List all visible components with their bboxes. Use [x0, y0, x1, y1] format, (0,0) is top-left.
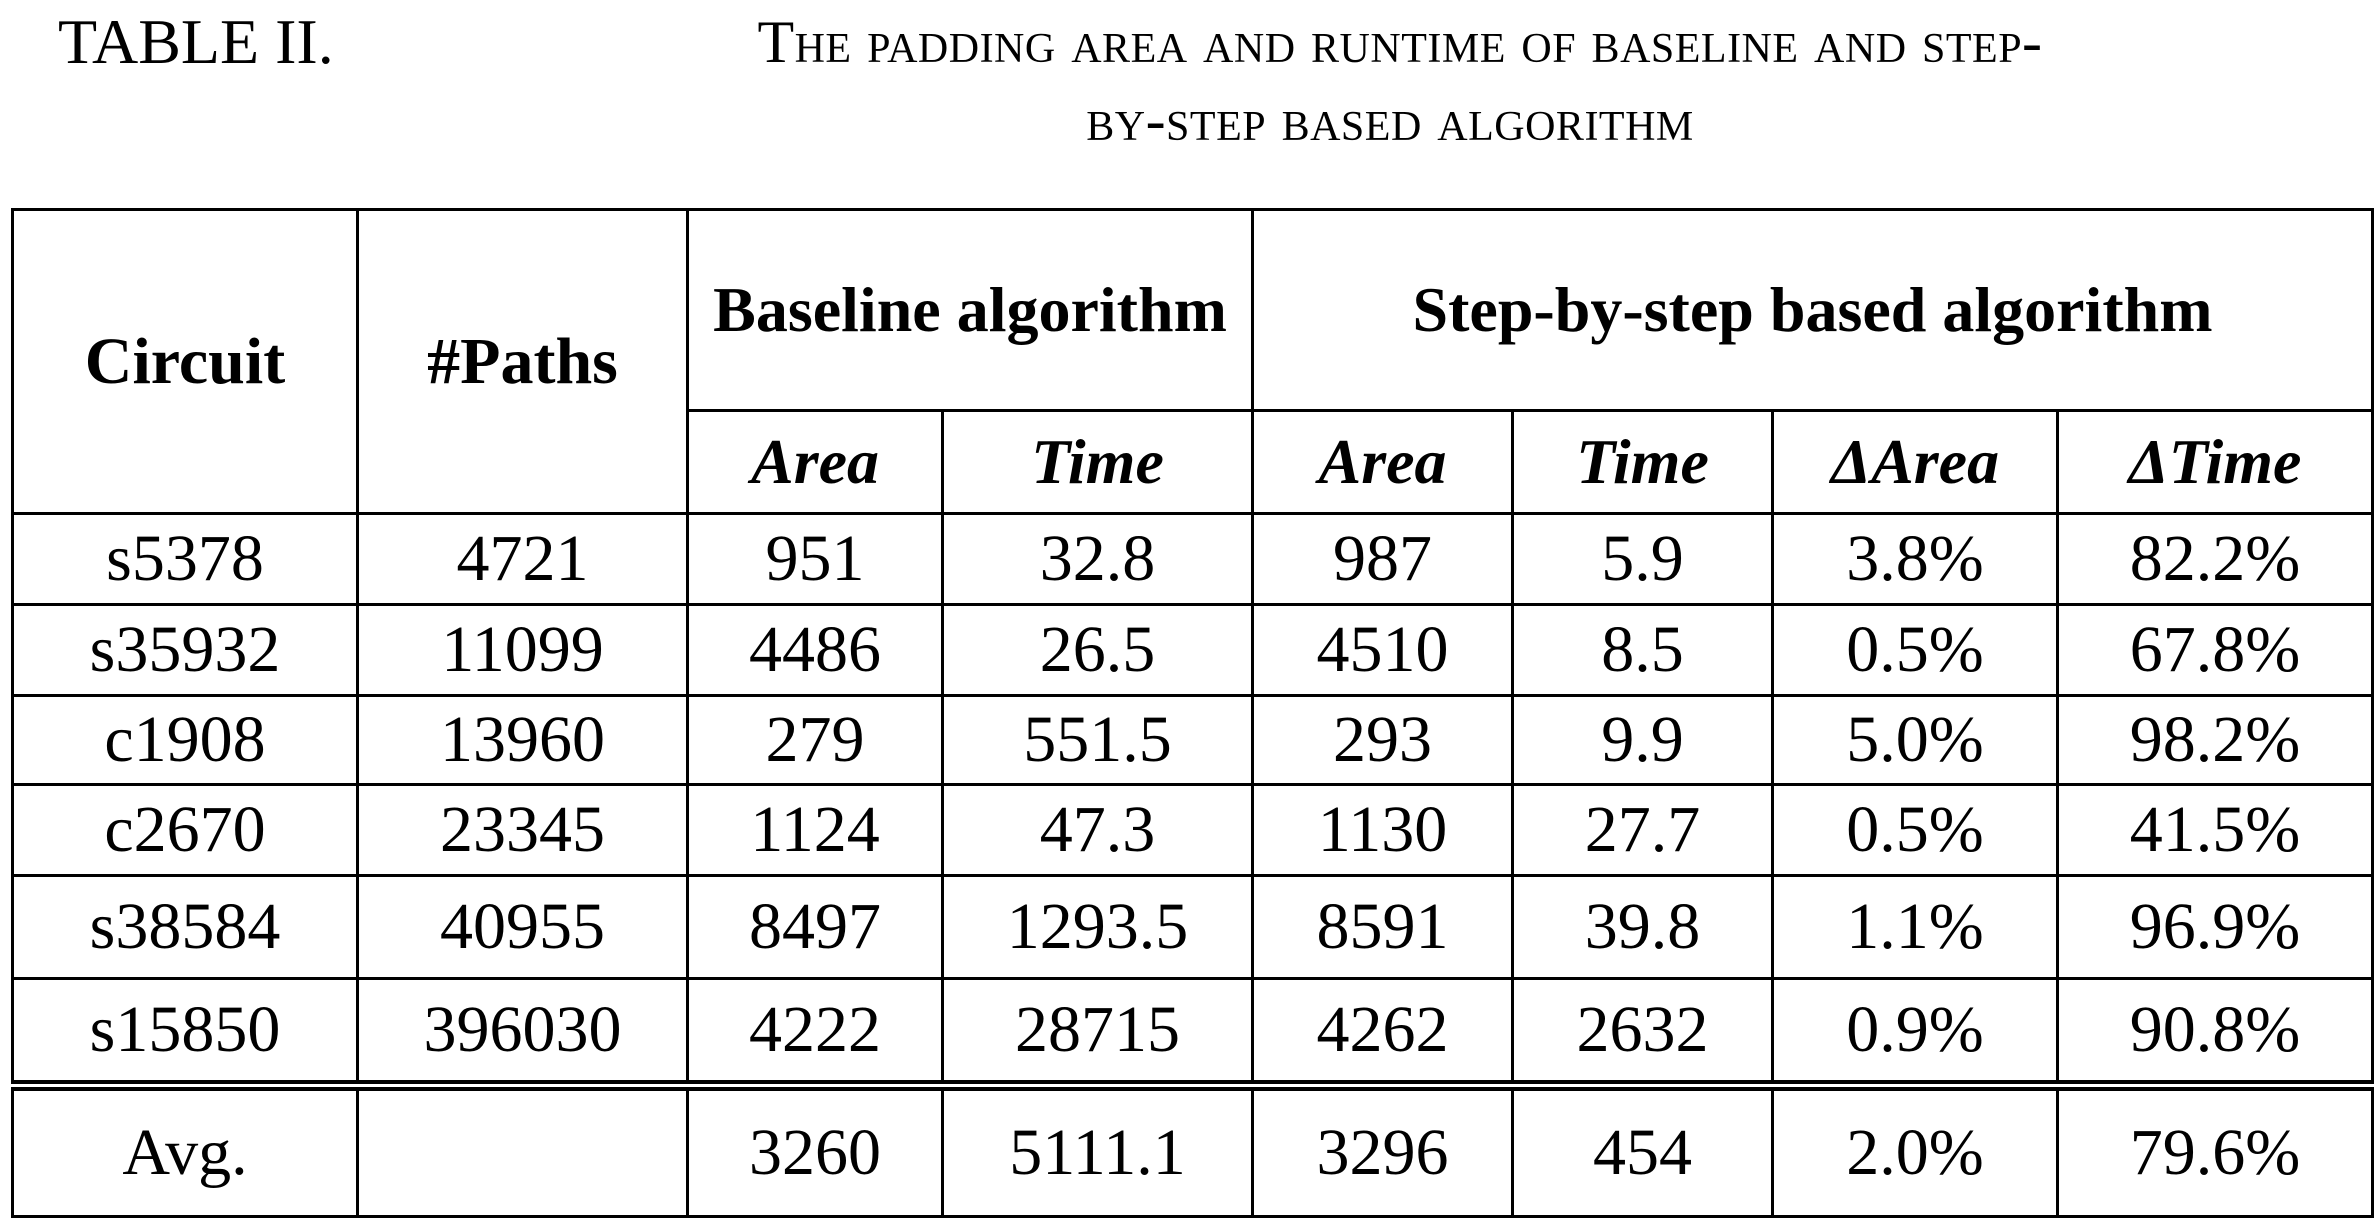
table-caption: TABLE II. The padding area and runtime o… — [0, 0, 2376, 190]
results-table-container: Circuit #Paths Baseline algorithm Step-b… — [11, 208, 2375, 1218]
cell-step-area: 4510 — [1251, 603, 1514, 697]
cell-delta-area: 1.1% — [1771, 874, 2059, 980]
cell-delta-time: 98.2% — [2055, 694, 2375, 786]
cell-delta-area: 3.8% — [1771, 512, 2059, 606]
subheader-step-area: Area — [1251, 409, 1514, 515]
header-row-1: Circuit #Paths Baseline algorithm Step-b… — [11, 208, 2375, 515]
table-row: s38584 40955 8497 1293.5 8591 39.8 1.1% … — [11, 874, 2375, 980]
cell-delta-area: 5.0% — [1771, 694, 2059, 786]
subheader-step-time: Time — [1511, 409, 1774, 515]
cell-step-area: 8591 — [1251, 874, 1514, 980]
cell-baseline-area: 279 — [686, 694, 944, 786]
avg-baseline-area: 3260 — [686, 1080, 944, 1218]
header-row-2: Area Time Area Time ΔArea ΔTime — [13, 409, 2375, 515]
cell-step-area: 293 — [1251, 694, 1514, 786]
header-paths: #Paths — [356, 208, 689, 515]
cell-paths: 396030 — [356, 977, 689, 1087]
avg-paths — [356, 1080, 689, 1218]
cell-delta-time: 90.8% — [2055, 977, 2375, 1087]
cell-delta-area: 0.5% — [1771, 783, 2059, 877]
cell-delta-area: 0.5% — [1771, 603, 2059, 697]
cell-step-time: 5.9 — [1511, 512, 1774, 606]
cell-paths: 23345 — [356, 783, 689, 877]
cell-paths: 40955 — [356, 874, 689, 980]
cell-paths: 13960 — [356, 694, 689, 786]
cell-step-area: 4262 — [1251, 977, 1514, 1087]
cell-baseline-area: 4486 — [686, 603, 944, 697]
avg-label: Avg. — [11, 1080, 359, 1218]
cell-step-time: 27.7 — [1511, 783, 1774, 877]
table-title: The padding area and runtime of baseline… — [440, 4, 2340, 158]
table-label: TABLE II. — [58, 6, 334, 77]
cell-step-time: 39.8 — [1511, 874, 1774, 980]
cell-delta-time: 96.9% — [2055, 874, 2375, 980]
avg-delta-time: 79.6% — [2055, 1080, 2375, 1218]
subheader-delta-time: ΔTime — [2055, 409, 2375, 515]
table-row: s35932 11099 4486 26.5 4510 8.5 0.5% 67.… — [11, 603, 2375, 697]
cell-baseline-time: 26.5 — [941, 603, 1254, 697]
avg-delta-area: 2.0% — [1771, 1080, 2059, 1218]
cell-circuit: s35932 — [11, 603, 359, 697]
subheader-baseline-time: Time — [941, 409, 1254, 515]
results-table: Circuit #Paths Baseline algorithm Step-b… — [11, 208, 2375, 1218]
avg-baseline-time: 5111.1 — [941, 1080, 1254, 1218]
cell-delta-time: 67.8% — [2055, 603, 2375, 697]
cell-circuit: c1908 — [11, 694, 359, 786]
cell-step-area: 1130 — [1251, 783, 1514, 877]
header-circuit: Circuit — [11, 208, 359, 515]
cell-baseline-time: 1293.5 — [941, 874, 1254, 980]
table-title-line-2: by-step based algorithm — [1086, 87, 1694, 153]
header-baseline: Baseline algorithm — [686, 208, 1254, 412]
cell-baseline-time: 47.3 — [941, 783, 1254, 877]
average-row: Avg. 3260 5111.1 3296 454 2.0% 79.6% — [11, 1080, 2375, 1218]
avg-step-time: 454 — [1511, 1080, 1774, 1218]
table-row: s15850 396030 4222 28715 4262 2632 0.9% … — [11, 977, 2375, 1087]
subheader-delta-area: ΔArea — [1771, 409, 2059, 515]
cell-step-time: 2632 — [1511, 977, 1774, 1087]
cell-paths: 11099 — [356, 603, 689, 697]
cell-baseline-area: 8497 — [686, 874, 944, 980]
cell-circuit: s5378 — [11, 512, 359, 606]
table-row: s5378 4721 951 32.8 987 5.9 3.8% 82.2% — [11, 512, 2375, 606]
table-title-line-1: The padding area and runtime of baseline… — [757, 9, 2043, 75]
cell-baseline-area: 1124 — [686, 783, 944, 877]
cell-circuit: s38584 — [11, 874, 359, 980]
cell-circuit: c2670 — [11, 783, 359, 877]
cell-baseline-time: 32.8 — [941, 512, 1254, 606]
cell-step-time: 9.9 — [1511, 694, 1774, 786]
cell-paths: 4721 — [356, 512, 689, 606]
cell-circuit: s15850 — [11, 977, 359, 1087]
cell-step-time: 8.5 — [1511, 603, 1774, 697]
cell-baseline-area: 4222 — [686, 977, 944, 1087]
cell-step-area: 987 — [1251, 512, 1514, 606]
subheader-baseline-area: Area — [686, 409, 944, 515]
cell-delta-time: 82.2% — [2055, 512, 2375, 606]
cell-baseline-time: 551.5 — [941, 694, 1254, 786]
table-row: c1908 13960 279 551.5 293 9.9 5.0% 98.2% — [11, 694, 2375, 786]
header-step-by-step: Step-by-step based algorithm — [1250, 208, 2375, 412]
cell-delta-time: 41.5% — [2055, 783, 2375, 877]
cell-delta-area: 0.9% — [1771, 977, 2059, 1087]
cell-baseline-area: 951 — [686, 512, 944, 606]
avg-step-area: 3296 — [1251, 1080, 1514, 1218]
table-row: c2670 23345 1124 47.3 1130 27.7 0.5% 41.… — [11, 783, 2375, 877]
cell-baseline-time: 28715 — [941, 977, 1254, 1087]
